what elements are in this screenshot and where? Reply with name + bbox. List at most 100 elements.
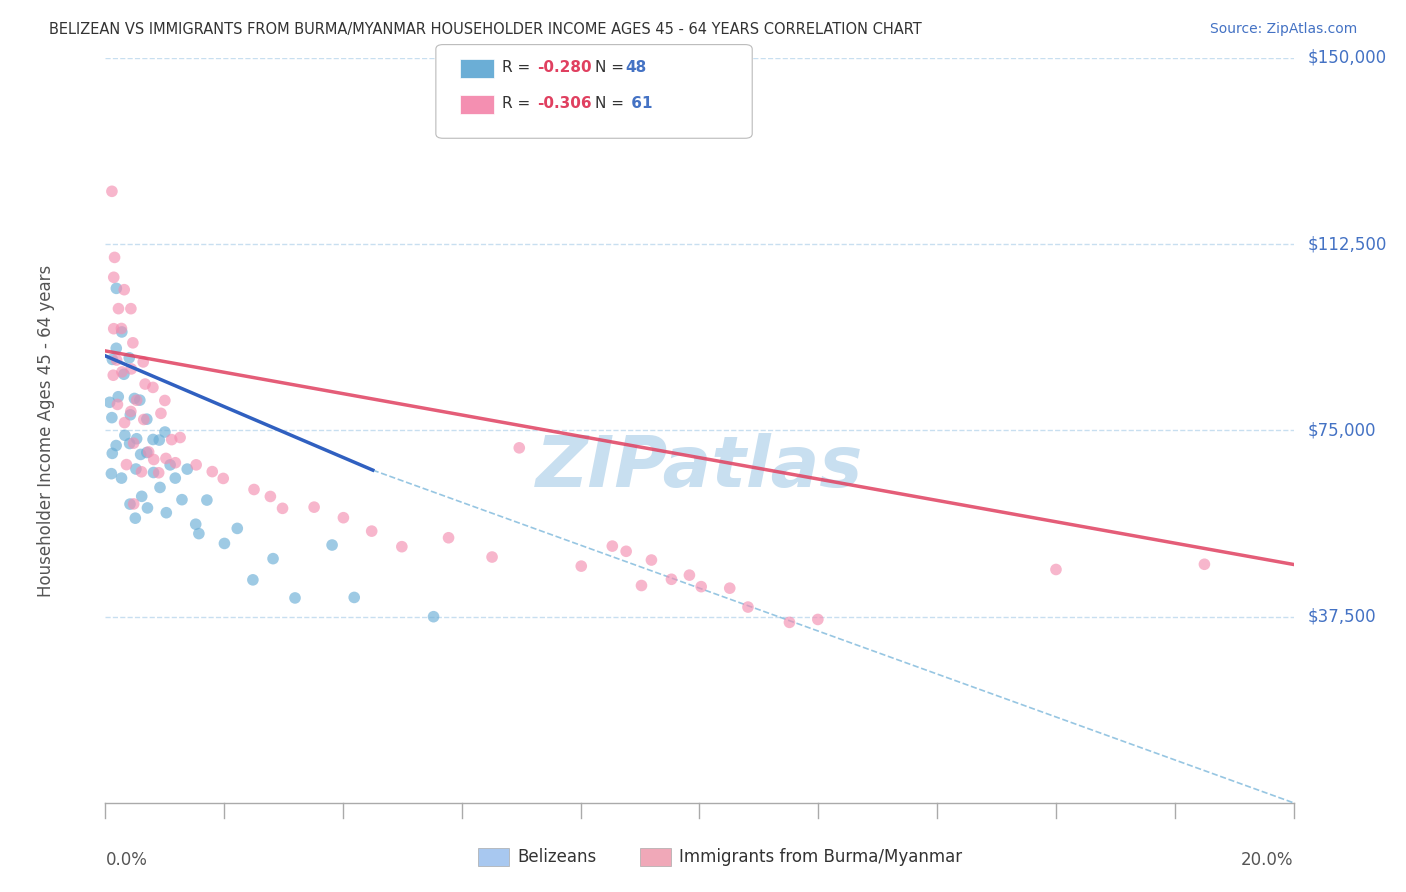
Point xyxy=(226,521,249,535)
Text: $37,500: $37,500 xyxy=(1308,607,1376,625)
Point xyxy=(122,436,145,450)
Point xyxy=(640,553,662,567)
Point xyxy=(103,270,125,285)
Point xyxy=(129,447,152,461)
Point xyxy=(132,355,155,369)
Point xyxy=(138,445,160,459)
Text: 0.0%: 0.0% xyxy=(105,851,148,869)
Point xyxy=(149,406,172,420)
Point xyxy=(118,497,141,511)
Text: 20.0%: 20.0% xyxy=(1241,851,1294,869)
Point xyxy=(321,538,343,552)
Point xyxy=(690,580,713,594)
Point xyxy=(114,428,136,442)
Point xyxy=(332,510,354,524)
Text: Immigrants from Burma/Myanmar: Immigrants from Burma/Myanmar xyxy=(679,848,962,866)
Point xyxy=(630,578,652,592)
Point xyxy=(614,544,637,558)
Point xyxy=(131,465,153,479)
Point xyxy=(125,432,148,446)
Point xyxy=(271,501,294,516)
Point xyxy=(155,451,177,466)
Text: $75,000: $75,000 xyxy=(1308,421,1376,440)
Point xyxy=(115,458,138,472)
Point xyxy=(135,412,157,426)
Text: -0.306: -0.306 xyxy=(537,96,592,111)
Text: $150,000: $150,000 xyxy=(1308,49,1386,67)
Point xyxy=(148,466,170,480)
Point xyxy=(103,368,125,383)
Point xyxy=(165,471,187,485)
Point xyxy=(128,393,150,408)
Point xyxy=(114,416,136,430)
Point xyxy=(661,572,683,586)
Text: Source: ZipAtlas.com: Source: ZipAtlas.com xyxy=(1209,22,1357,37)
Point xyxy=(125,462,148,476)
Text: Householder Income Ages 45 - 64 years: Householder Income Ages 45 - 64 years xyxy=(37,264,55,597)
Point xyxy=(142,452,165,467)
Point xyxy=(214,536,236,550)
Point xyxy=(155,506,177,520)
Point xyxy=(187,526,209,541)
Point xyxy=(170,492,193,507)
Point xyxy=(134,377,156,392)
Text: R =: R = xyxy=(502,96,536,111)
Point xyxy=(135,445,157,459)
Point xyxy=(120,362,142,376)
Point xyxy=(118,436,141,450)
Point xyxy=(1194,558,1216,572)
Point xyxy=(169,430,191,444)
Point xyxy=(107,301,129,316)
Point xyxy=(153,393,176,408)
Text: N =: N = xyxy=(595,61,628,75)
Point xyxy=(148,433,170,447)
Point xyxy=(153,425,176,439)
Point xyxy=(122,497,145,511)
Point xyxy=(142,380,165,394)
Point xyxy=(110,471,132,485)
Point xyxy=(437,531,460,545)
Text: Belizeans: Belizeans xyxy=(517,848,596,866)
Text: N =: N = xyxy=(595,96,628,111)
Text: R =: R = xyxy=(502,61,536,75)
Point xyxy=(112,283,135,297)
Point xyxy=(602,539,624,553)
Point xyxy=(149,480,172,494)
Point xyxy=(176,462,198,476)
Point xyxy=(105,341,128,355)
Text: 48: 48 xyxy=(626,61,647,75)
Point xyxy=(101,352,124,367)
Point xyxy=(159,458,181,472)
Point xyxy=(111,365,134,379)
Point xyxy=(107,390,129,404)
Point xyxy=(391,540,413,554)
Point xyxy=(160,433,183,447)
Point xyxy=(105,438,128,452)
Point xyxy=(136,500,159,515)
Point xyxy=(243,483,266,497)
Point xyxy=(112,368,135,382)
Point xyxy=(98,395,121,409)
Point xyxy=(120,301,142,316)
Point xyxy=(111,325,134,339)
Point xyxy=(120,408,142,422)
Point xyxy=(132,412,155,426)
Point xyxy=(737,600,759,615)
Point xyxy=(101,184,124,198)
Point xyxy=(195,493,218,508)
Point xyxy=(184,517,207,532)
Point xyxy=(678,568,700,582)
Point xyxy=(807,612,830,626)
Point xyxy=(118,351,141,365)
Point xyxy=(343,591,366,605)
Point xyxy=(105,281,128,295)
Point xyxy=(120,404,142,418)
Text: 61: 61 xyxy=(626,96,652,111)
Point xyxy=(242,573,264,587)
Point xyxy=(100,467,122,481)
Point xyxy=(107,397,129,411)
Text: ZIPatlas: ZIPatlas xyxy=(536,434,863,502)
Point xyxy=(360,524,382,538)
Point xyxy=(103,251,125,265)
Point xyxy=(778,615,800,630)
